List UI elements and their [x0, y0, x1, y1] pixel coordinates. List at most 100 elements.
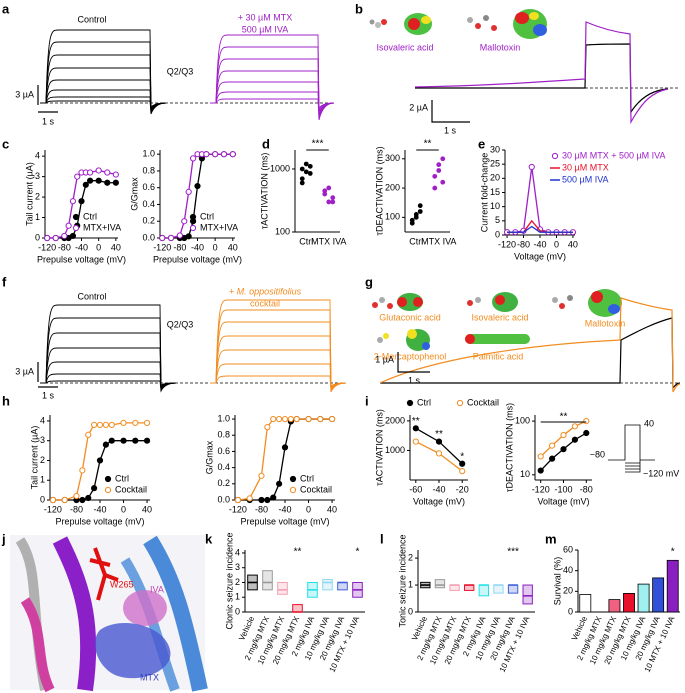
- legend-label: MTX+IVA: [83, 222, 121, 232]
- data-point: [95, 177, 102, 184]
- x-tick-label: -120: [498, 239, 516, 249]
- trace: [40, 347, 177, 390]
- data-point: [85, 431, 92, 438]
- y-tick-label: 30: [490, 144, 500, 154]
- data-point: [69, 232, 77, 240]
- legend-marker: [456, 399, 464, 407]
- legend-label: Ctrl: [300, 473, 314, 483]
- panel-label: l: [380, 531, 384, 546]
- x-tick-label: 0: [306, 504, 311, 514]
- y-tick-label: 40: [563, 565, 573, 575]
- y-tick-label: 5: [495, 215, 500, 225]
- x-tick-label: 40: [568, 239, 578, 249]
- data-point: [86, 169, 94, 176]
- cell-label: Q2/Q3: [167, 66, 194, 76]
- x-tick-label: -40: [533, 239, 546, 249]
- box: [449, 584, 460, 591]
- y-tick-label: 0.6: [142, 182, 155, 192]
- x-tick-label: 0: [213, 242, 218, 252]
- molecule-label: Isovaleric acid: [471, 312, 528, 322]
- series-line: [507, 225, 573, 233]
- trace: [40, 304, 177, 386]
- data-point: [82, 181, 89, 188]
- molecule-label: Mallotoxin: [480, 42, 521, 52]
- y-axis-label: τACTIVATION (ms): [259, 153, 269, 230]
- trace: [40, 41, 167, 110]
- data-point: [96, 421, 104, 428]
- x-axis-label: Prepulse voltage (mV): [55, 516, 144, 526]
- trace: [40, 332, 177, 389]
- y-tick-label: 0: [568, 606, 573, 616]
- cell-label: Q2/Q3: [167, 319, 194, 329]
- drug-label: + M. oppositifolius: [229, 286, 302, 296]
- legend-label: 500 µM IVA: [562, 174, 609, 184]
- data-point: [264, 424, 271, 431]
- y-tick-label: 100: [515, 415, 530, 425]
- y-axis-label: Tail current (µA): [24, 162, 34, 226]
- legend-marker: [406, 399, 414, 407]
- panel-label: c: [2, 136, 9, 151]
- y-axis-label: Tail current (µA): [29, 426, 39, 490]
- data-point: [417, 203, 423, 209]
- data-point: [167, 234, 175, 242]
- y-tick-label: 2000: [385, 415, 405, 425]
- annotation: **: [435, 429, 443, 440]
- y-tick-label: 0.8: [217, 430, 230, 440]
- data-point: [432, 173, 438, 179]
- data-point: [189, 155, 197, 162]
- y-tick-label: 3: [235, 562, 240, 572]
- data-point: [185, 188, 192, 196]
- data-point: [120, 437, 127, 444]
- x-tick-label: 40: [228, 242, 238, 252]
- x-axis-label: Voltage (mV): [514, 251, 566, 261]
- legend-label: Ctrl: [200, 211, 214, 221]
- protocol-label: −120 mV: [643, 468, 679, 478]
- data-point: [307, 163, 313, 169]
- data-point: [322, 188, 328, 194]
- x-tick-label: -120: [153, 242, 171, 252]
- data-point: [459, 468, 466, 475]
- data-point: [330, 195, 336, 201]
- box: [507, 584, 519, 594]
- legend-label: MTX+IVA: [200, 222, 238, 232]
- annotation: **: [560, 412, 568, 423]
- data-point: [303, 169, 309, 175]
- legend-marker: [104, 475, 112, 483]
- legend-marker: [289, 475, 297, 483]
- panel-labels: a b c d e f g h i j k l m: [1, 1, 557, 546]
- data-point: [181, 218, 188, 225]
- data-point: [143, 437, 151, 444]
- y-axis-label: τDEACTIVATION (ms): [504, 403, 514, 492]
- box: [277, 581, 288, 595]
- data-point: [44, 234, 51, 242]
- y-axis-label: Survival (%): [552, 557, 562, 606]
- data-point: [112, 171, 119, 178]
- data-point: [281, 415, 289, 423]
- data-point: [108, 437, 115, 444]
- scale-label: 3 µA: [15, 366, 34, 376]
- molecule: [372, 289, 622, 351]
- x-axis-label: Prepulse voltage (mV): [153, 254, 242, 264]
- data-point: [436, 162, 442, 168]
- data-point: [258, 472, 265, 479]
- y-tick-label: 20: [563, 586, 573, 596]
- trace: [379, 297, 681, 393]
- data-point: [264, 496, 271, 504]
- data-point: [330, 199, 336, 205]
- molecule-label: Isovaleric acid: [376, 42, 433, 52]
- data-point: [326, 199, 332, 205]
- legend-marker: [289, 486, 297, 494]
- trace: [40, 96, 167, 114]
- box: [522, 584, 533, 605]
- y-tick-label: 100: [385, 212, 400, 222]
- data-point: [412, 425, 419, 432]
- x-tick-label: -80: [58, 242, 71, 252]
- y-axis-label: Clonic seizure incidence: [224, 532, 234, 629]
- data-point: [74, 173, 81, 180]
- x-axis-label: Voltage (mV): [537, 496, 589, 506]
- data-point: [96, 457, 104, 464]
- trace: [40, 380, 177, 393]
- x-axis-label: Prepulse voltage (mV): [37, 254, 126, 264]
- data-point: [104, 179, 111, 186]
- x-tick-label: -80: [255, 504, 268, 514]
